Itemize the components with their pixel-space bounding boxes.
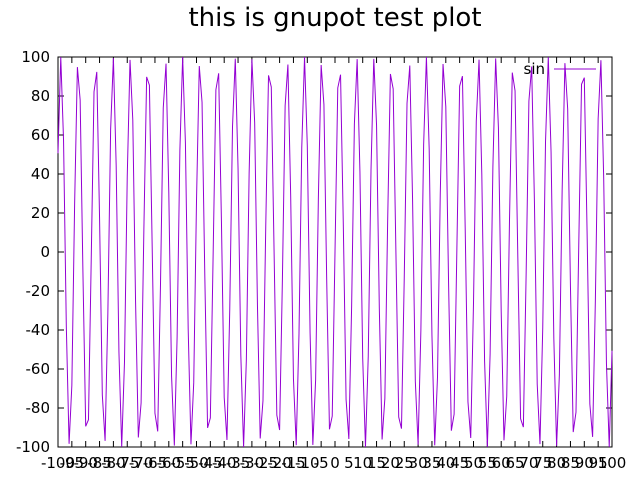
x-tick-label: -100 bbox=[41, 454, 75, 472]
series-line-sin bbox=[57, 56, 613, 448]
y-tick-label: 80 bbox=[31, 87, 50, 105]
x-tick-label: -20 bbox=[267, 454, 292, 472]
legend: sin bbox=[524, 60, 596, 78]
x-tick-label: 80 bbox=[547, 454, 566, 472]
y-tick-label: -100 bbox=[16, 438, 50, 456]
x-tick-label: 45 bbox=[450, 454, 469, 472]
x-tick-label: -50 bbox=[184, 454, 209, 472]
x-tick-label: 5 bbox=[344, 454, 354, 472]
x-tick-label: 70 bbox=[519, 454, 538, 472]
y-tick-label: -80 bbox=[26, 399, 51, 417]
x-tick-label: -85 bbox=[87, 454, 112, 472]
legend-label-sin: sin bbox=[524, 60, 546, 78]
x-tick-label: -10 bbox=[295, 454, 320, 472]
x-tick-label: -65 bbox=[143, 454, 168, 472]
y-axis: -100 -80 -60 -40 -20 0 20 40 60 80 100 bbox=[16, 48, 612, 456]
x-tick-label: -15 bbox=[281, 454, 306, 472]
x-tick-label: 35 bbox=[422, 454, 441, 472]
x-tick-label: 0 bbox=[330, 454, 340, 472]
x-tick-label: 60 bbox=[492, 454, 511, 472]
x-tick-label: -80 bbox=[101, 454, 126, 472]
x-tick-label: -55 bbox=[170, 454, 195, 472]
y-tick-label: 0 bbox=[40, 243, 50, 261]
x-tick-label: 30 bbox=[409, 454, 428, 472]
x-tick-label: 15 bbox=[367, 454, 386, 472]
chart-title: this is gnupot test plot bbox=[188, 3, 481, 33]
x-tick-label: -45 bbox=[198, 454, 223, 472]
x-tick-label: -90 bbox=[73, 454, 98, 472]
y-tick-label: 20 bbox=[31, 204, 50, 222]
x-tick-label: 65 bbox=[506, 454, 525, 472]
x-tick-label: 50 bbox=[464, 454, 483, 472]
x-tick-label: 25 bbox=[395, 454, 414, 472]
y-tick-label: -60 bbox=[26, 360, 51, 378]
x-tick-label: 75 bbox=[533, 454, 552, 472]
x-tick-label: -30 bbox=[240, 454, 265, 472]
x-tick-label: 95 bbox=[589, 454, 608, 472]
x-tick-label: 55 bbox=[478, 454, 497, 472]
x-tick-label: -5 bbox=[314, 454, 329, 472]
x-tick-label: -95 bbox=[60, 454, 85, 472]
x-tick-label: -40 bbox=[212, 454, 237, 472]
x-tick-label: -60 bbox=[157, 454, 182, 472]
series-layer bbox=[57, 56, 613, 448]
x-tick-label: 10 bbox=[353, 454, 372, 472]
x-tick-label: 20 bbox=[381, 454, 400, 472]
x-tick-label: -75 bbox=[115, 454, 140, 472]
x-tick-label: 40 bbox=[436, 454, 455, 472]
y-tick-label: 100 bbox=[21, 48, 50, 66]
y-tick-label: -20 bbox=[26, 282, 51, 300]
x-tick-label: 100 bbox=[598, 454, 627, 472]
y-tick-label: 60 bbox=[31, 126, 50, 144]
x-axis: -100-95-90-85-80-75-70-65-60-55-50-45-40… bbox=[41, 57, 626, 472]
y-tick-label: 40 bbox=[31, 165, 50, 183]
x-tick-label: 85 bbox=[561, 454, 580, 472]
x-tick-label: -35 bbox=[226, 454, 251, 472]
y-tick-label: -40 bbox=[26, 321, 51, 339]
x-tick-label: -70 bbox=[129, 454, 154, 472]
x-tick-label: -25 bbox=[254, 454, 279, 472]
x-tick-label: 90 bbox=[575, 454, 594, 472]
